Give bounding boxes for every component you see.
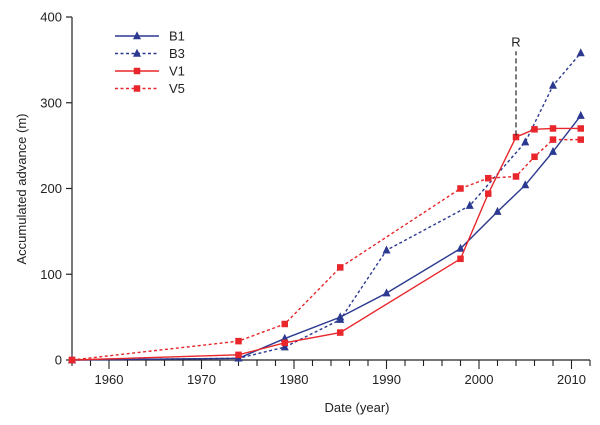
legend-label: V5: [169, 81, 185, 96]
series-b3-point: [280, 342, 289, 351]
x-tick-label: 1970: [187, 372, 216, 387]
series-v5-point: [281, 320, 288, 328]
legend-swatch-marker: [133, 48, 141, 57]
y-tick-label: 100: [40, 267, 62, 282]
series-v1-point: [531, 126, 538, 133]
series-v1-point: [512, 133, 520, 141]
series-v5: [68, 136, 584, 364]
series-b1-line: [71, 115, 582, 361]
series-v1: [68, 125, 584, 364]
series-v1-line: [71, 127, 581, 361]
annotation-label: R: [511, 34, 520, 49]
series-v5-point: [577, 136, 584, 143]
series-b1-point: [382, 288, 391, 297]
legend: B1 B3 V1 V5: [115, 29, 185, 96]
x-tick-label: 2000: [465, 372, 494, 387]
series-b3-line: [71, 52, 582, 361]
series-b3: [68, 48, 585, 364]
legend-swatch-marker: [133, 31, 141, 40]
series-b1-point: [456, 243, 465, 252]
legend-swatch-marker: [133, 67, 141, 75]
series-v5-point: [531, 153, 538, 161]
series-v5-point: [457, 185, 464, 192]
axes: 0 100 200 300 400 1960 1970 1980 1990 2000 2010: [40, 10, 591, 387]
y-tick-label: 400: [40, 10, 62, 25]
legend-item-v5: V5: [115, 81, 185, 96]
legend-label: B3: [169, 46, 185, 61]
series-b1-point: [576, 110, 585, 119]
series-b1: [68, 110, 585, 364]
series-v5-point: [235, 337, 242, 345]
y-tick-label: 0: [55, 353, 62, 368]
series-b3-point: [336, 314, 345, 323]
y-tick-label: 200: [40, 181, 62, 196]
series-b3-point: [382, 245, 391, 254]
series-v5-point: [68, 356, 76, 364]
legend-item-b3: B3: [115, 46, 185, 61]
series-layer: [68, 48, 585, 364]
series-v1-point: [485, 190, 492, 197]
x-tick-label: 2010: [557, 372, 586, 387]
series-v1-point: [577, 125, 584, 132]
y-axis-title: Accumulated advance (m): [14, 113, 29, 264]
series-v1-point: [457, 255, 464, 263]
series-v5-point: [549, 136, 557, 143]
annotations: R: [511, 34, 521, 136]
y-tick-label: 300: [40, 95, 62, 110]
series-v5-point: [512, 173, 520, 180]
series-b3-point: [549, 80, 557, 89]
series-v5-point: [485, 174, 492, 182]
series-v1-point: [549, 125, 557, 132]
series-v1-point: [235, 351, 242, 359]
x-tick-label: 1990: [372, 372, 401, 387]
legend-item-b1: B1: [115, 29, 185, 44]
legend-item-v1: V1: [115, 64, 185, 79]
x-tick-label: 1980: [280, 372, 309, 387]
series-b3-point: [521, 137, 530, 146]
legend-swatch-marker: [133, 85, 141, 92]
series-v1-point: [337, 329, 344, 336]
legend-label: V1: [169, 64, 185, 79]
series-v5-point: [337, 264, 344, 271]
series-v1-point: [281, 339, 288, 347]
x-axis-title: Date (year): [324, 400, 389, 415]
series-b1-point: [549, 146, 557, 155]
legend-label: B1: [169, 29, 185, 44]
series-b1-point: [521, 180, 530, 189]
series-b1-point: [493, 206, 502, 215]
series-b3-point: [465, 200, 474, 209]
series-b3-point: [576, 48, 585, 57]
x-tick-label: 1960: [95, 372, 124, 387]
